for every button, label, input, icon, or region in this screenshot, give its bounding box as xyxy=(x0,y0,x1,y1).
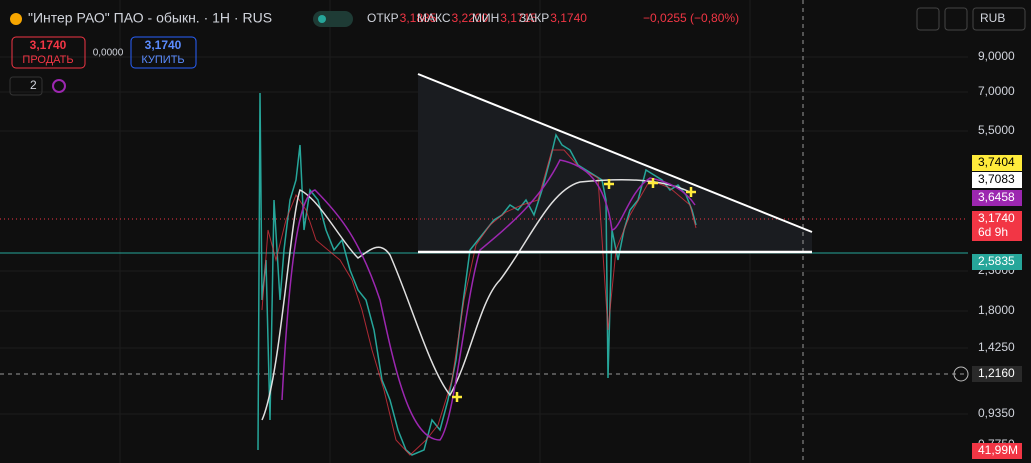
price-badge-label: 3,7404 xyxy=(978,155,1015,169)
price-badge-label: 6d 9h xyxy=(978,225,1008,239)
price-label: 7,0000 xyxy=(978,84,1015,98)
sell-label: ПРОДАТЬ xyxy=(22,54,73,66)
indicator-count: 2 xyxy=(30,78,37,92)
indicator-icon xyxy=(52,79,66,93)
price-badge-label: 3,1740 xyxy=(978,211,1015,225)
price-badge xyxy=(972,254,1022,270)
currency-button[interactable] xyxy=(972,7,1026,31)
price-badge xyxy=(972,155,1022,171)
symbol-icon xyxy=(10,13,22,25)
indicator-toggle[interactable] xyxy=(9,76,43,96)
price-label: 0,9350 xyxy=(978,406,1015,420)
buy-label: КУПИТЬ xyxy=(141,54,184,66)
price-badge-label: 3,7083 xyxy=(978,172,1015,186)
title: "Интер РАО" ПАО - обыкн. · 1H · RUS xyxy=(28,10,272,26)
status-pill xyxy=(313,11,353,27)
sell-button[interactable] xyxy=(11,36,86,69)
moving-average-purple xyxy=(281,159,696,441)
price-badge-label: 41,99M xyxy=(978,443,1018,457)
price-axis-labels: 9,00007,00005,50002,30001,80001,42500,93… xyxy=(972,49,1022,459)
price-badge xyxy=(972,172,1022,188)
buy-button[interactable] xyxy=(130,36,197,69)
price-badge-label: 3,6458 xyxy=(978,190,1015,204)
price-label: 9,0000 xyxy=(978,49,1015,63)
trendline xyxy=(417,73,813,233)
spread: 0,0000 xyxy=(93,48,124,59)
ohlc-value: 3,1740 xyxy=(550,11,587,25)
screenshot-button[interactable] xyxy=(944,7,968,31)
cross-markers xyxy=(452,178,696,402)
currency: RUB xyxy=(980,11,1005,25)
price-badge xyxy=(972,190,1022,206)
price-series xyxy=(257,92,697,456)
price-label: 5,5000 xyxy=(978,123,1015,137)
price-badge-label: 1,2160 xyxy=(978,366,1015,380)
ohlc-value: 3,1715 xyxy=(500,11,537,25)
ohlc-value: 3,1885 xyxy=(400,11,437,25)
price-badge xyxy=(972,211,1022,227)
ohlc-label: ЗАКР xyxy=(519,11,549,25)
add-button[interactable] xyxy=(953,366,969,382)
ohlc-label: МИН xyxy=(472,11,499,25)
ohlc-value: 3,2200 xyxy=(452,11,489,25)
price-badge xyxy=(972,366,1022,382)
moving-average-white xyxy=(261,178,691,421)
price-series-red xyxy=(261,149,697,456)
price-badge xyxy=(972,225,1022,241)
change: −0,0255 (−0,80%) xyxy=(643,11,739,25)
status-dot xyxy=(318,15,326,23)
ohlc-label: ОТКР xyxy=(367,11,399,25)
buy-price: 3,1740 xyxy=(145,38,182,52)
price-label: 1,4250 xyxy=(978,340,1015,354)
download-button[interactable] xyxy=(916,7,940,31)
price-badge xyxy=(972,443,1022,459)
price-badge-label: 2,5835 xyxy=(978,254,1015,268)
price-label: 1,8000 xyxy=(978,303,1015,317)
ohlc-label: МАКС xyxy=(417,11,451,25)
sell-price: 3,1740 xyxy=(30,38,67,52)
